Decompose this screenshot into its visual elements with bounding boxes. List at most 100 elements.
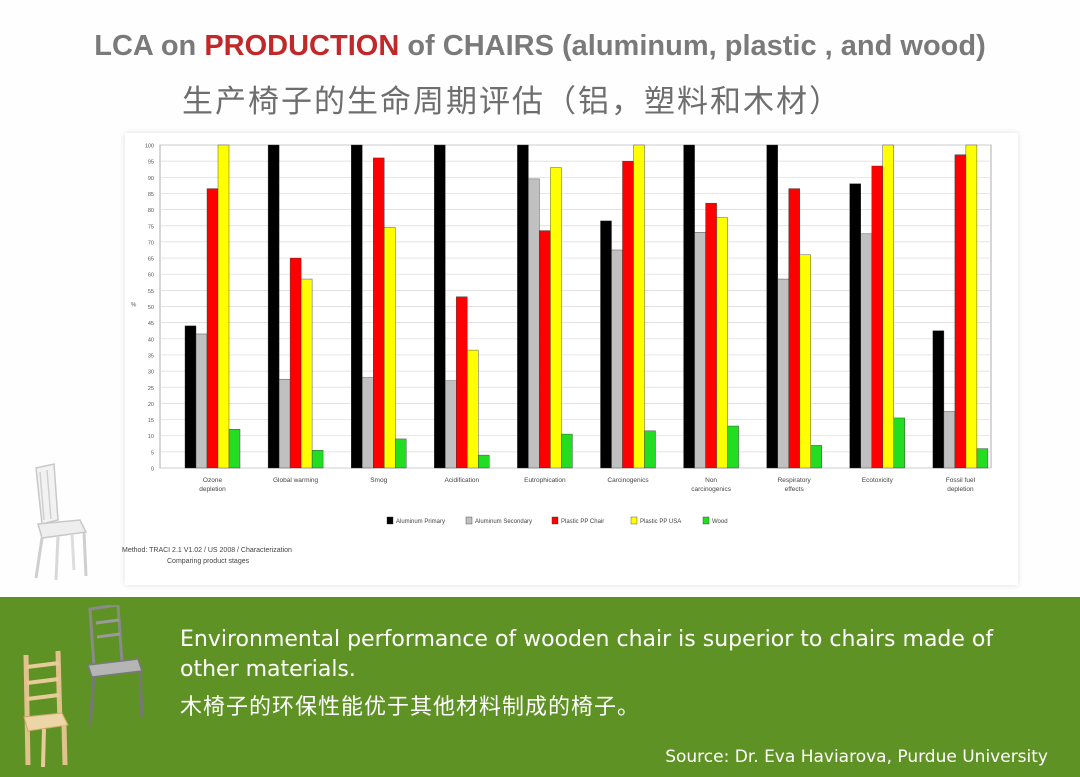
method-note: Method: TRACI 2.1 V1.02 / US 2008 / Char… xyxy=(122,545,292,567)
bar xyxy=(600,220,612,469)
bar xyxy=(184,325,197,469)
bar xyxy=(217,144,230,469)
y-tick-label: 50 xyxy=(148,305,154,311)
legend-swatch xyxy=(630,516,638,525)
plastic-chair-illustration xyxy=(34,463,88,581)
bar xyxy=(195,333,208,469)
conclusion-statement-cn: 木椅子的环保性能优于其他材料制成的椅子。 xyxy=(180,695,641,720)
y-tick-label: 25 xyxy=(148,386,154,392)
source-credit: Source: Dr. Eva Haviarova, Purdue Univer… xyxy=(665,747,1048,767)
bar xyxy=(810,445,822,469)
bar xyxy=(300,278,313,469)
x-tick-label: Fossil fuel xyxy=(946,477,976,484)
bar xyxy=(849,183,861,469)
wood-and-metal-chairs-illustration xyxy=(23,605,144,768)
x-tick-label: Ozone xyxy=(203,477,223,484)
bar xyxy=(694,232,706,469)
legend-swatch xyxy=(386,516,394,525)
bar xyxy=(267,144,280,469)
legend-swatch xyxy=(551,516,559,525)
x-tick-label: Respiratory xyxy=(778,477,812,484)
legend-label: Plastic PP USA xyxy=(640,519,681,525)
bar xyxy=(882,144,894,469)
title-prefix: LCA on xyxy=(94,30,205,62)
x-tick-label: Smog xyxy=(370,477,387,484)
bar-chart: 0 5 10 15 20 25 30 35 40 45 50 55 60 65 70 75 80 85 90 95 10… xyxy=(131,144,992,525)
bar xyxy=(871,165,883,469)
title-highlight: PRODUCTION xyxy=(204,30,400,62)
bar xyxy=(954,154,967,469)
bar xyxy=(611,249,623,469)
legend-label: Aluminum Primary xyxy=(396,519,445,525)
bar xyxy=(965,144,978,469)
bar xyxy=(456,296,468,469)
bar xyxy=(539,230,551,469)
legend-swatch xyxy=(465,516,473,525)
bar xyxy=(705,202,717,469)
bar xyxy=(206,188,219,469)
x-tick-label: depletion xyxy=(947,486,974,493)
bar xyxy=(788,188,800,469)
legend-swatch xyxy=(702,516,710,525)
bar xyxy=(384,227,396,469)
y-tick-label: 30 xyxy=(148,370,154,376)
y-tick-label: 75 xyxy=(148,224,154,230)
legend-label: Wood xyxy=(712,519,728,525)
bar xyxy=(289,257,302,469)
y-tick-label: 20 xyxy=(148,402,154,408)
bar xyxy=(860,233,872,469)
bar xyxy=(716,217,728,469)
conclusion-statement: Environmental performance of wooden chai… xyxy=(180,627,994,682)
title-suffix: of CHAIRS (aluminum, plastic , and wood) xyxy=(399,30,986,62)
slide-title: LCA on PRODUCTION of CHAIRS (aluminum, p… xyxy=(0,30,1080,63)
y-tick-label: 65 xyxy=(148,257,154,263)
bar xyxy=(727,425,739,469)
x-tick-label: Ecotoxicity xyxy=(862,477,894,484)
x-tick-label: Carcinogenics xyxy=(607,477,649,484)
bar xyxy=(799,254,811,469)
method-line-2: Comparing product stages xyxy=(167,558,250,565)
bar xyxy=(683,144,695,469)
y-tick-label: 90 xyxy=(148,176,154,182)
x-tick-label: Eutrophication xyxy=(524,477,566,484)
bar xyxy=(434,144,446,469)
legend-label: Aluminum Secondary xyxy=(475,519,532,525)
method-line: Method: TRACI 2.1 V1.02 / US 2008 / Char… xyxy=(122,547,292,554)
y-tick-label: 95 xyxy=(148,160,154,166)
bar xyxy=(622,160,634,469)
bar xyxy=(311,450,324,469)
bar xyxy=(976,448,989,469)
bar xyxy=(467,349,479,469)
x-tick-label: Global warming xyxy=(273,477,319,484)
legend-label: Plastic PP Chair xyxy=(561,519,604,525)
bar xyxy=(766,144,778,469)
y-axis-label: % xyxy=(131,303,137,309)
bar xyxy=(932,330,945,469)
bar xyxy=(478,454,490,469)
bar xyxy=(517,144,529,469)
bar xyxy=(445,380,457,469)
y-tick-label: 5 xyxy=(151,450,154,456)
bar xyxy=(893,417,905,469)
bar xyxy=(644,430,656,469)
y-tick-label: 45 xyxy=(148,321,154,327)
x-tick-label: Acidification xyxy=(444,477,479,484)
bar xyxy=(372,157,385,469)
bar xyxy=(350,144,363,469)
y-tick-label: 100 xyxy=(145,144,154,150)
bar xyxy=(395,438,407,469)
conclusion-band xyxy=(0,597,1080,777)
y-tick-label: 35 xyxy=(148,353,154,359)
bar xyxy=(561,433,573,469)
x-tick-label: Non xyxy=(705,477,717,484)
bar xyxy=(361,377,374,469)
bar xyxy=(943,411,956,469)
y-tick-label: 15 xyxy=(148,418,154,424)
bar xyxy=(278,378,291,469)
y-tick-label: 80 xyxy=(148,208,154,214)
x-tick-label: carcinogenics xyxy=(691,486,731,493)
y-tick-label: 40 xyxy=(148,337,154,343)
bar xyxy=(528,178,540,469)
y-tick-label: 60 xyxy=(148,273,154,279)
